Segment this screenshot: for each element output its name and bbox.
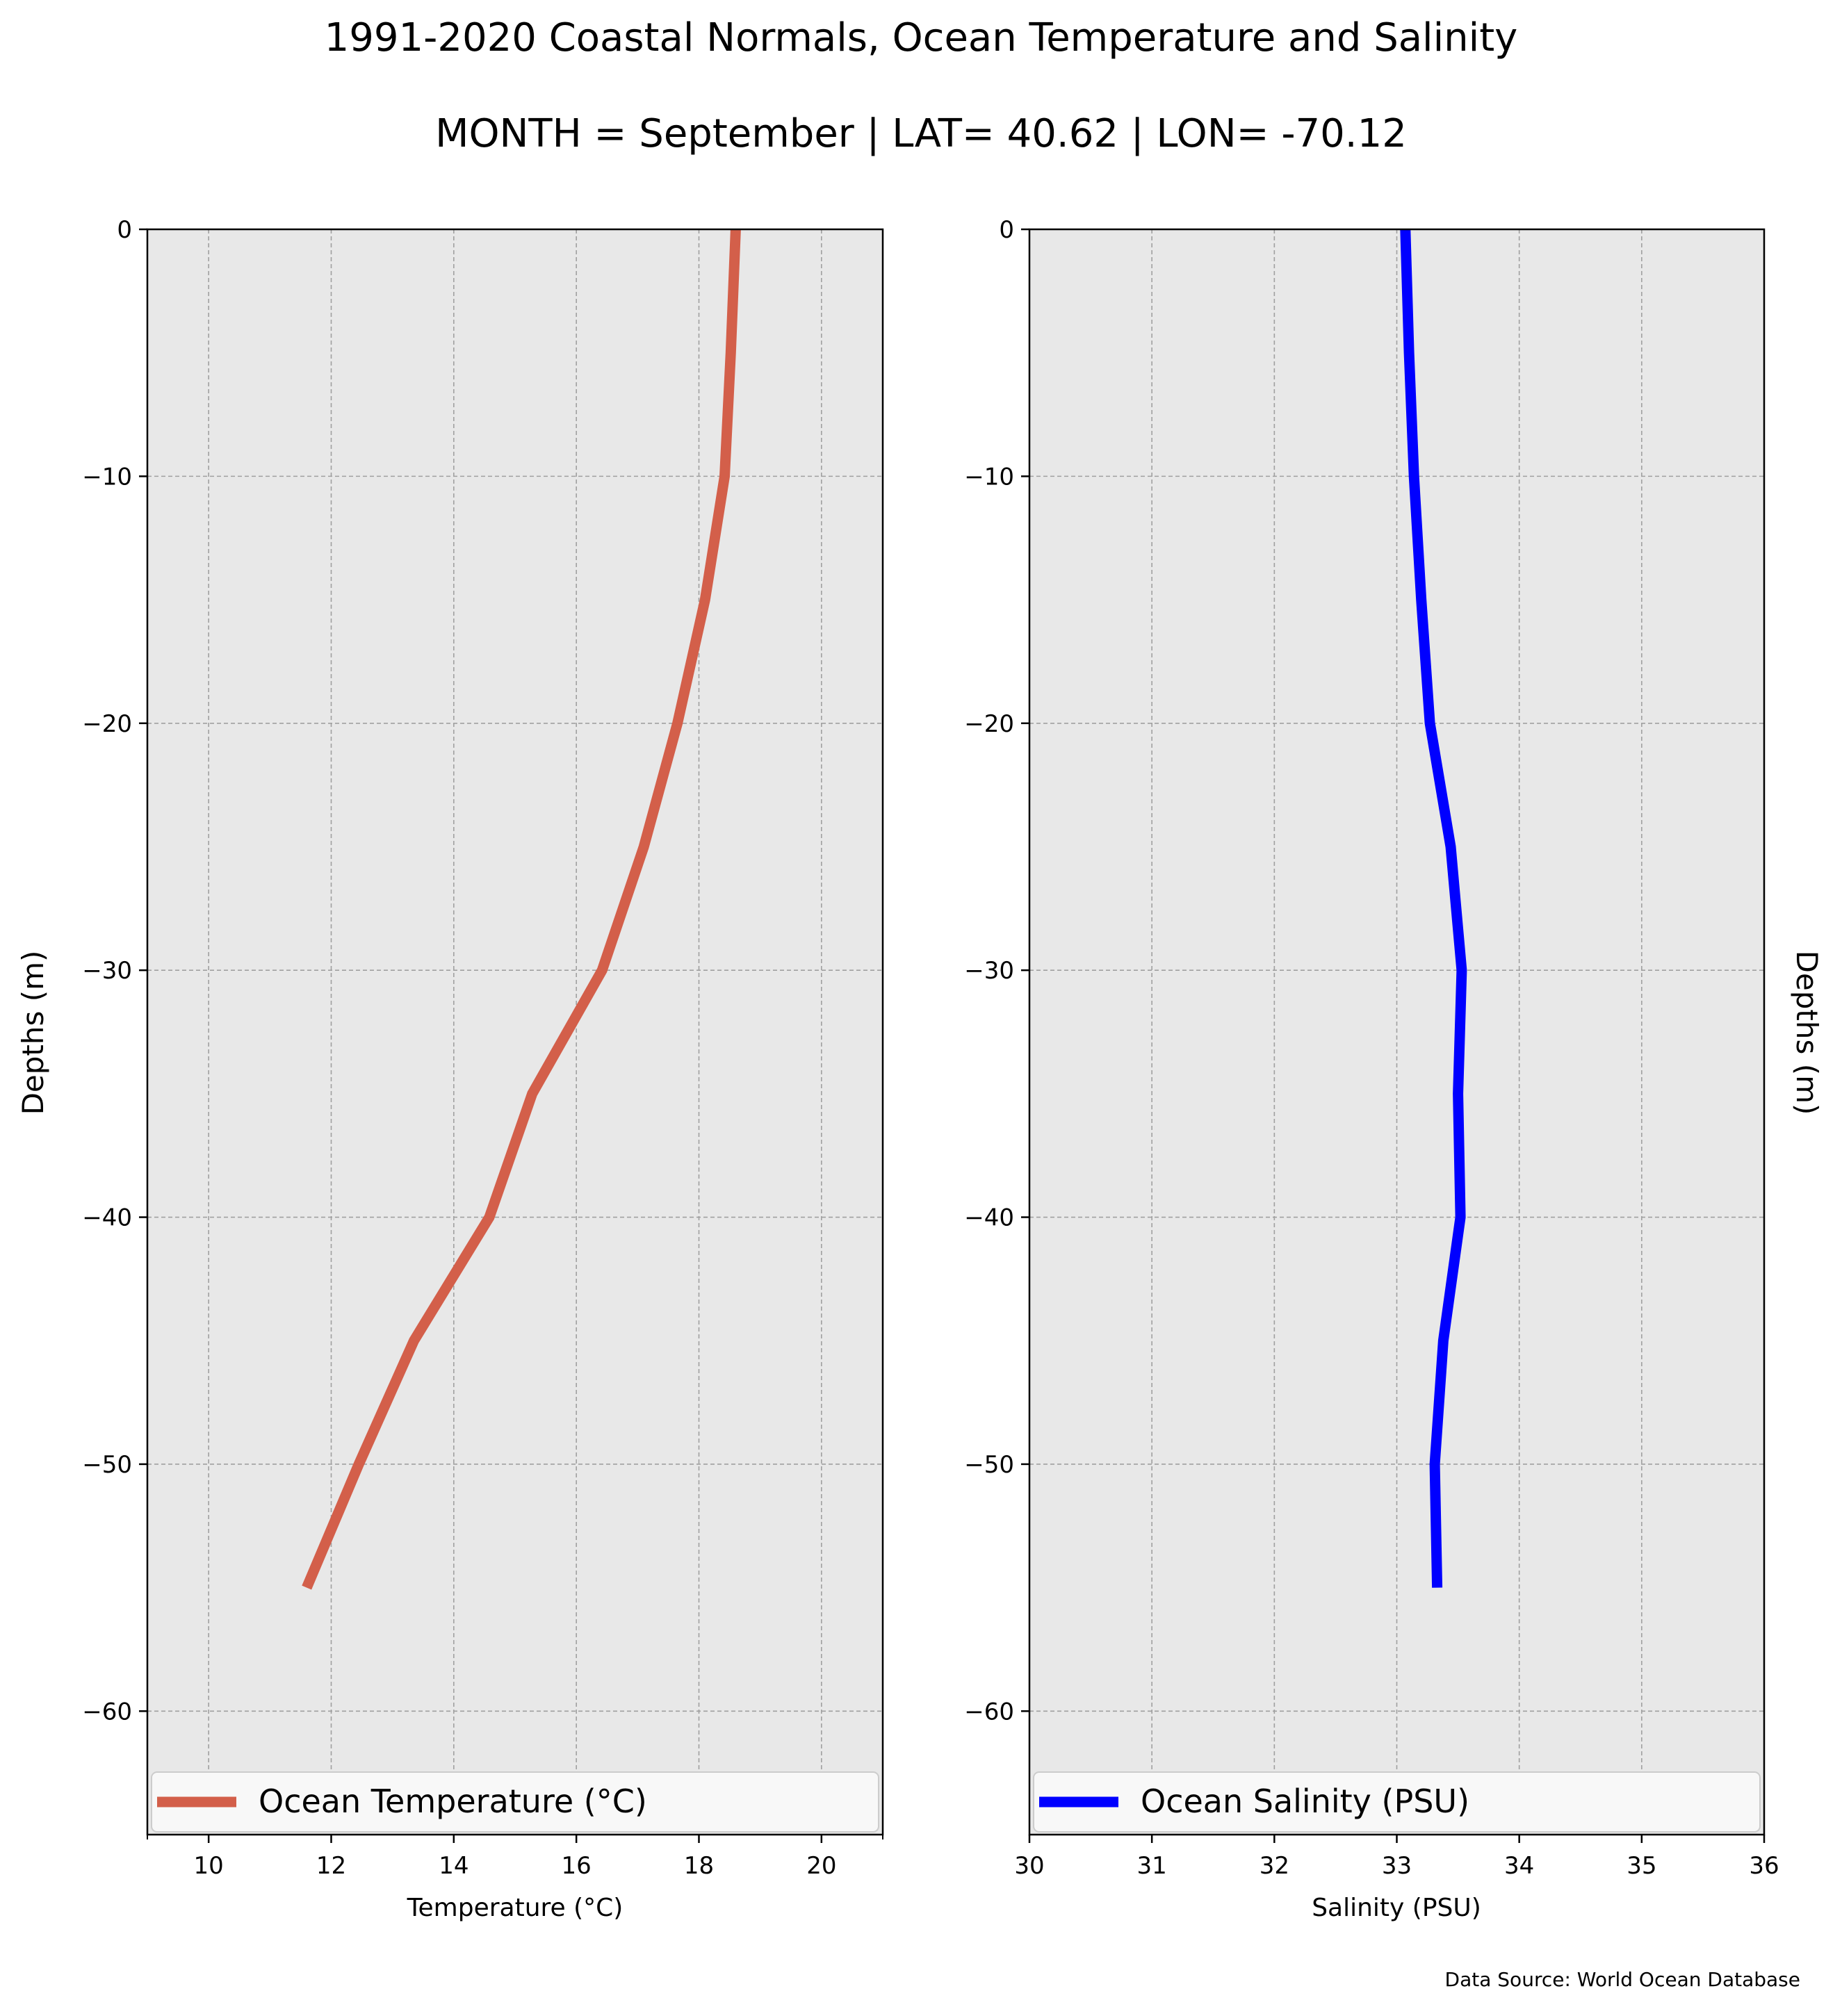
- salinity-series-line: [1400, 229, 1467, 1588]
- temperature-y-tick-label-0: 0: [117, 216, 132, 244]
- salinity-y-tick-label-0: 0: [999, 216, 1014, 244]
- temperature-ticks: 10 12 14 16 18 20 0 −10 −20 −30 −40 −50 −60: [82, 216, 883, 1880]
- temperature-y-tick-label-2: −20: [82, 710, 132, 738]
- salinity-x-tick-label-4: 34: [1504, 1852, 1534, 1880]
- temperature-series-line: [302, 229, 741, 1590]
- salinity-x-tick-label-5: 35: [1627, 1852, 1656, 1880]
- salinity-x-tick-label-0: 30: [1014, 1852, 1044, 1880]
- chart-title: 1991-2020 Coastal Normals, Ocean Tempera…: [324, 15, 1518, 60]
- chart-subtitle: MONTH = September | LAT= 40.62 | LON= -7…: [435, 111, 1407, 156]
- salinity-y-tick-label-1: −10: [964, 463, 1014, 491]
- salinity-panel: Ocean Salinity (PSU) 30 31 32 33 34 35 36 0 −10 −…: [964, 216, 1824, 1922]
- salinity-y-tick-label-3: −30: [964, 957, 1014, 985]
- temperature-plot-area: [147, 229, 883, 1835]
- salinity-legend-box: [1033, 1771, 1761, 1833]
- data-source-note: Data Source: World Ocean Database: [1444, 1968, 1800, 1991]
- temperature-x-tick-label-1: 12: [316, 1852, 346, 1880]
- temperature-y-tick-label-3: −30: [82, 957, 132, 985]
- temperature-x-tick-label-0: 10: [194, 1852, 224, 1880]
- temperature-y-axis-label: Depths (m): [16, 951, 50, 1115]
- temperature-y-tick-label-1: −10: [82, 463, 132, 491]
- salinity-y-tick-label-2: −20: [964, 710, 1014, 738]
- temperature-x-tick-label-5: 20: [806, 1852, 836, 1880]
- salinity-y-axis-label: Depths (m): [1790, 951, 1824, 1115]
- temperature-y-tick-label-4: −40: [82, 1204, 132, 1232]
- temperature-y-tick-label-6: −60: [82, 1698, 132, 1726]
- temperature-legend-box: [151, 1771, 879, 1833]
- temperature-x-tick-label-4: 18: [684, 1852, 714, 1880]
- salinity-x-tick-label-2: 32: [1260, 1852, 1289, 1880]
- salinity-y-tick-label-6: −60: [964, 1698, 1014, 1726]
- temperature-grid: [147, 229, 883, 1835]
- salinity-x-tick-label-1: 31: [1137, 1852, 1167, 1880]
- temperature-x-axis-label: Temperature (°C): [407, 1894, 623, 1922]
- salinity-legend-label: Ocean Salinity (PSU): [1141, 1783, 1469, 1820]
- temperature-x-tick-label-2: 14: [439, 1852, 468, 1880]
- temperature-legend: Ocean Temperature (°C): [151, 1771, 879, 1833]
- temperature-panel: Ocean Temperature (°C) 10 12 14 16 18 20 0 −10 −…: [16, 216, 884, 1922]
- salinity-x-tick-label-3: 33: [1382, 1852, 1412, 1880]
- temperature-plot-frame: [146, 228, 884, 1836]
- temperature-y-tick-label-5: −50: [82, 1451, 132, 1479]
- temperature-x-tick-label-3: 16: [562, 1852, 592, 1880]
- temperature-legend-label: Ocean Temperature (°C): [259, 1783, 647, 1820]
- salinity-x-axis-label: Salinity (PSU): [1312, 1894, 1481, 1922]
- salinity-legend: Ocean Salinity (PSU): [1033, 1771, 1761, 1833]
- salinity-x-tick-label-6: 36: [1749, 1852, 1779, 1880]
- salinity-y-tick-label-4: −40: [964, 1204, 1014, 1232]
- salinity-y-tick-label-5: −50: [964, 1451, 1014, 1479]
- salinity-ticks: 30 31 32 33 34 35 36 0 −10 −20 −30 −40 −50 −60: [964, 216, 1779, 1880]
